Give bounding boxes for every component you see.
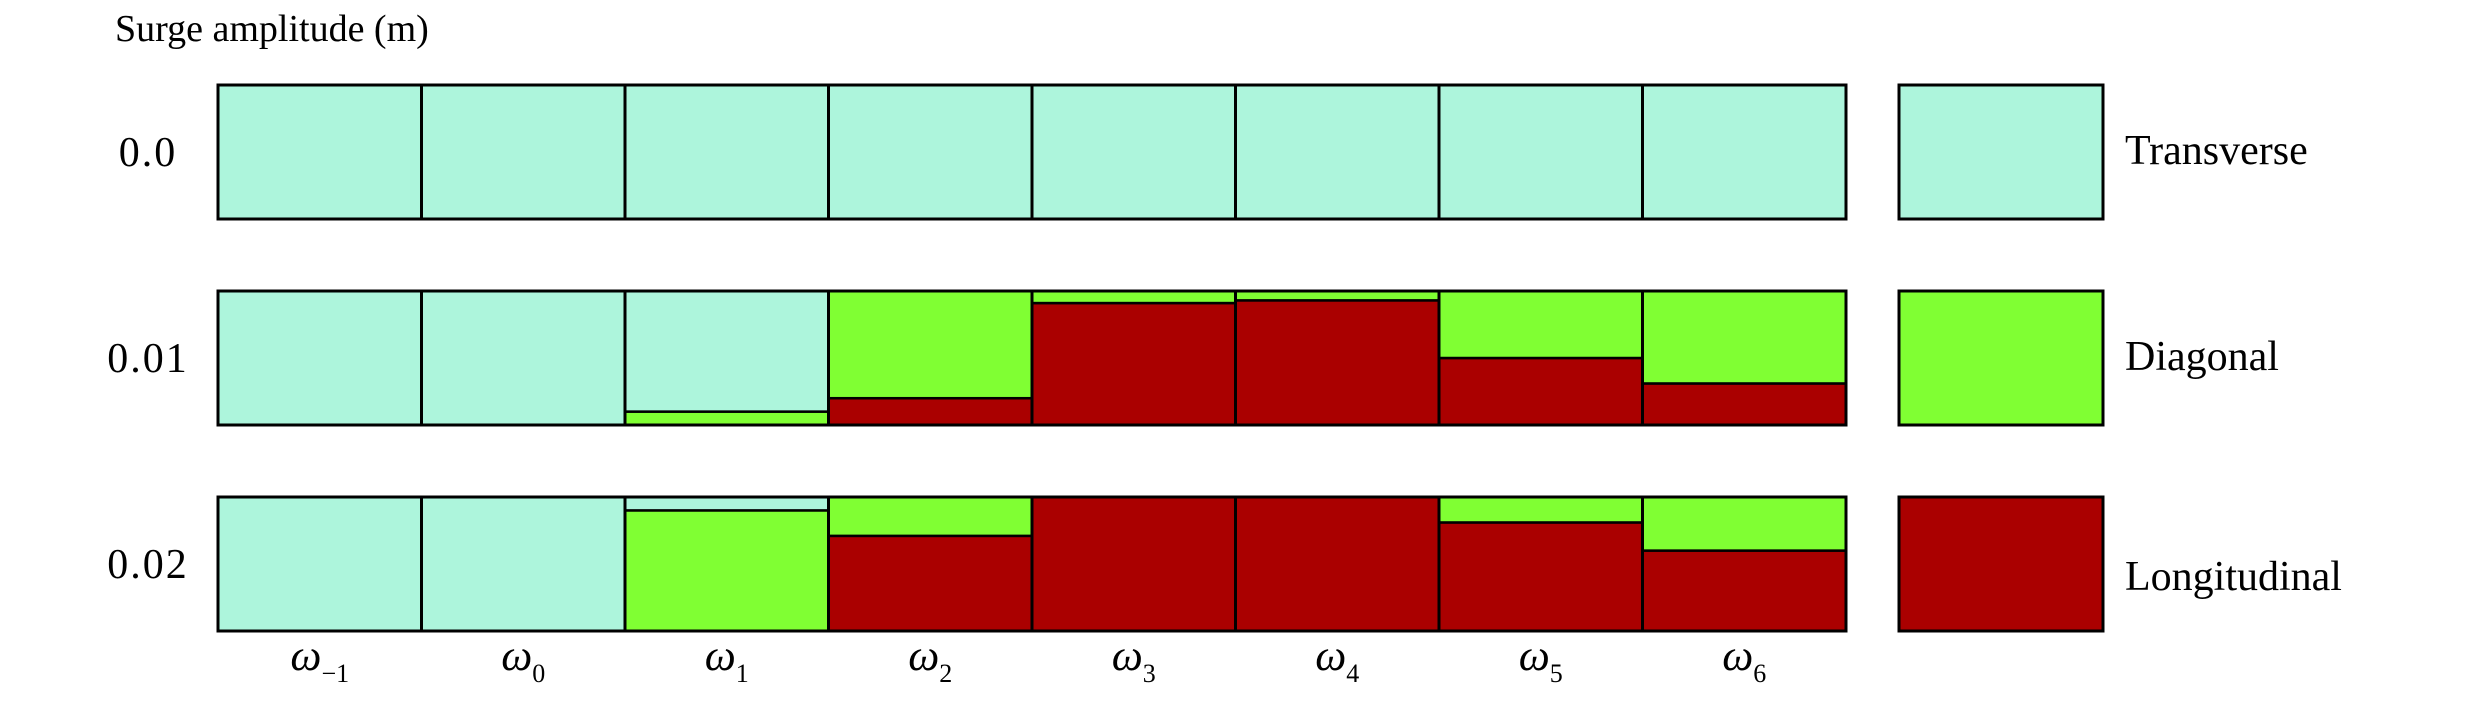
bar-segment-diagonal <box>1641 289 1848 385</box>
cell <box>1437 83 1644 221</box>
cell <box>1030 495 1237 633</box>
bar-segment-longitudinal <box>1437 356 1644 427</box>
bar-segment-transverse <box>216 83 423 221</box>
bar-segment-transverse <box>1030 83 1237 221</box>
legend-item-transverse: Transverse <box>1897 83 2308 221</box>
legend-swatch <box>1897 83 2105 221</box>
bar-segment-longitudinal <box>1641 549 1848 633</box>
cell <box>1641 83 1848 221</box>
legend: Transverse Diagonal Longitudinal <box>1897 83 2342 633</box>
cell <box>420 495 627 633</box>
cell <box>1234 495 1441 633</box>
x-tick-label: ω2 <box>908 631 952 688</box>
legend-swatch <box>1897 495 2105 633</box>
x-tick-label: ω−1 <box>290 631 349 688</box>
x-tick-label: ω4 <box>1315 631 1359 688</box>
bar-segment-transverse <box>216 495 423 633</box>
row-label: 0.0 <box>119 130 178 176</box>
x-tick-label: ω3 <box>1112 631 1156 688</box>
bar-segment-diagonal <box>623 509 830 633</box>
cell <box>1641 289 1848 427</box>
x-tick-label: ω1 <box>705 631 749 688</box>
bar-segment-transverse <box>827 83 1034 221</box>
bar-segment-longitudinal <box>1234 495 1441 633</box>
bar-segment-diagonal <box>1437 495 1644 524</box>
bar-segment-diagonal <box>623 410 830 427</box>
chart-title: Surge amplitude (m) <box>115 8 429 50</box>
bar-segment-longitudinal <box>1030 301 1237 427</box>
legend-swatch <box>1897 289 2105 427</box>
bar-segment-transverse <box>623 495 830 512</box>
bar-segment-transverse <box>1234 83 1441 221</box>
row-label: 0.01 <box>107 336 189 382</box>
cell <box>1030 289 1237 427</box>
bar-segment-transverse <box>623 289 830 413</box>
cell <box>827 289 1034 427</box>
bar-segment-transverse <box>1641 83 1848 221</box>
cell <box>827 83 1034 221</box>
bar-segment-longitudinal <box>1641 382 1848 427</box>
row-label: 0.02 <box>107 542 189 588</box>
x-tick-label: ω5 <box>1519 631 1563 688</box>
cell <box>623 495 830 633</box>
bar-segment-longitudinal <box>1234 299 1441 427</box>
bar-segment-longitudinal <box>1437 521 1644 633</box>
bar-segment-longitudinal <box>827 534 1034 633</box>
legend-item-longitudinal: Longitudinal <box>1897 495 2342 633</box>
bar-segment-transverse <box>420 495 627 633</box>
cell <box>1030 83 1237 221</box>
bar-segment-transverse <box>216 289 423 427</box>
legend-label: Transverse <box>2125 128 2308 174</box>
bar-segment-transverse <box>1437 83 1644 221</box>
cell <box>827 495 1034 633</box>
cell <box>1437 495 1644 633</box>
bar-segment-transverse <box>420 289 627 427</box>
cell-outline <box>1641 495 1848 633</box>
bar-segment-transverse <box>623 83 830 221</box>
cell <box>216 495 423 633</box>
cell <box>623 83 830 221</box>
x-axis: ω−1 ω0 ω1 ω2 ω3 ω4 ω5 ω6 <box>290 631 1766 688</box>
row-1: 0.0 <box>119 83 1848 221</box>
cell <box>1234 83 1441 221</box>
bar-segment-transverse <box>420 83 627 221</box>
bar-segment-longitudinal <box>827 396 1034 427</box>
cell-outline <box>1641 289 1848 427</box>
bar-segment-diagonal <box>1030 289 1237 305</box>
bar-segment-longitudinal <box>1030 495 1237 633</box>
bar-segment-diagonal <box>827 289 1034 400</box>
cell <box>216 83 423 221</box>
cell <box>623 289 830 427</box>
cell <box>420 83 627 221</box>
plot-area: 0.0 0.01 0.02 ω−1 ω0 ω1 ω2 ω3 ω4 ω5 ω6 <box>107 83 1848 688</box>
legend-label: Longitudinal <box>2125 554 2342 600</box>
legend-item-diagonal: Diagonal <box>1897 289 2279 427</box>
cell <box>420 289 627 427</box>
x-tick-label: ω0 <box>501 631 545 688</box>
bar-segment-diagonal <box>1641 495 1848 552</box>
cell <box>216 289 423 427</box>
x-tick-label: ω6 <box>1722 631 1766 688</box>
bar-segment-diagonal <box>1437 289 1644 360</box>
cell-outline <box>1641 83 1848 221</box>
cell <box>1641 495 1848 633</box>
row-3: 0.02 <box>107 495 1848 633</box>
bar-segment-diagonal <box>827 495 1034 538</box>
cell <box>1437 289 1644 427</box>
legend-label: Diagonal <box>2125 334 2279 380</box>
cell <box>1234 289 1441 427</box>
row-2: 0.01 <box>107 289 1848 427</box>
